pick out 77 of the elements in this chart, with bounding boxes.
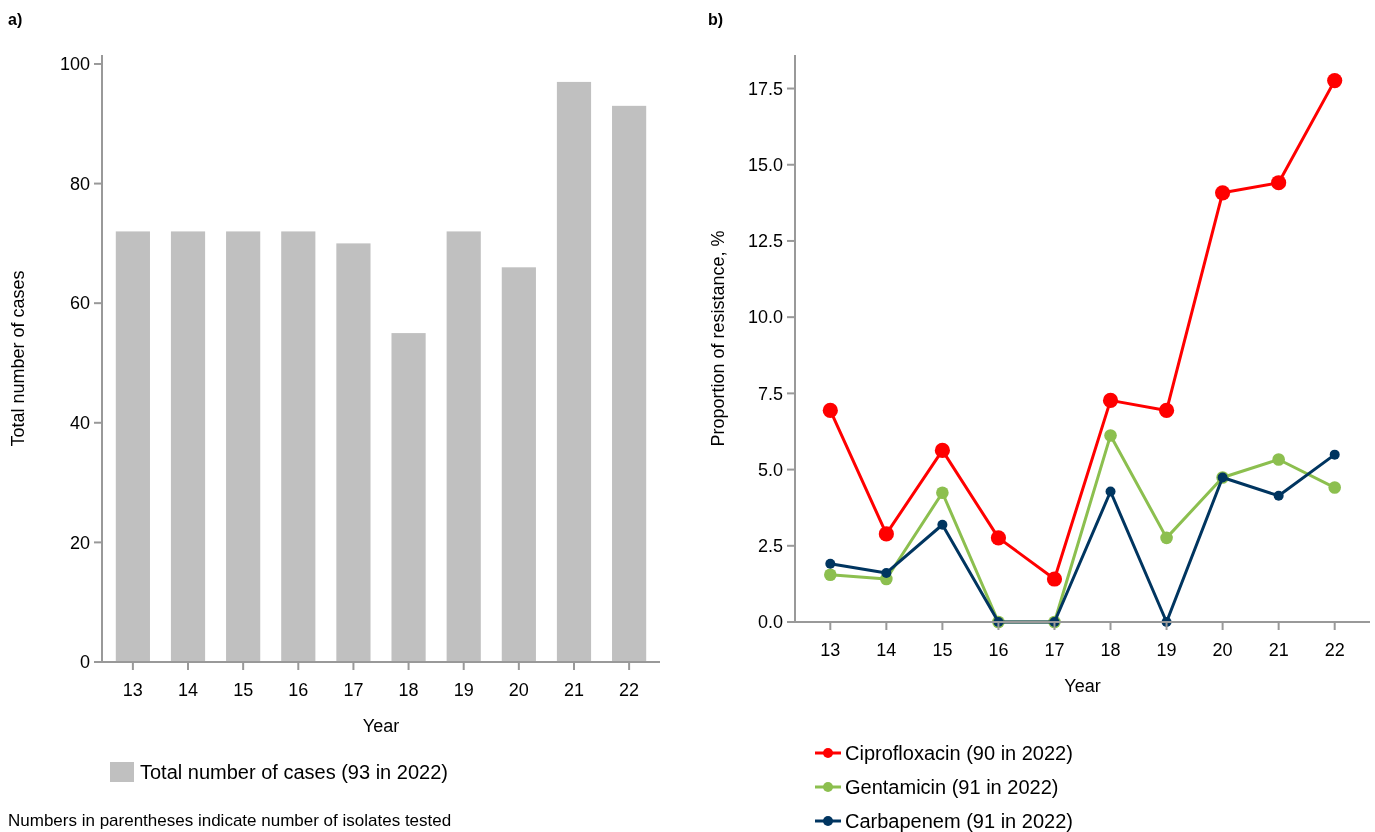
x-tick-label: 20 — [1212, 640, 1233, 660]
y-tick-label: 2.5 — [757, 536, 783, 557]
bar — [115, 231, 150, 662]
x-tick-label: 19 — [1156, 640, 1177, 660]
y-tick-label: 20 — [69, 532, 90, 553]
x-tick-label: 16 — [988, 640, 1009, 660]
x-tick-label: 13 — [122, 680, 143, 700]
legend-label: Ciprofloxacin (90 in 2022) — [845, 742, 1073, 764]
x-tick-label: 18 — [398, 680, 419, 700]
x-tick-label: 16 — [288, 680, 309, 700]
x-tick-label: 14 — [178, 680, 199, 700]
point — [936, 486, 949, 500]
bar — [446, 231, 481, 662]
y-tick-label: 60 — [69, 293, 90, 314]
x-tick-label: 18 — [1100, 640, 1121, 660]
x-tick-label: 21 — [1268, 640, 1289, 660]
chart-title: a) — [8, 11, 23, 28]
point — [990, 530, 1007, 546]
bar — [336, 243, 371, 662]
x-tick-label: 21 — [563, 680, 584, 700]
legend-label: Total number of cases (93 in 2022) — [140, 761, 448, 783]
x-tick-label: 19 — [453, 680, 474, 700]
x-axis-title: Year — [362, 716, 400, 736]
bar — [501, 267, 536, 662]
point — [1158, 402, 1175, 419]
x-tick-label: 14 — [876, 640, 897, 660]
x-tick-label: 13 — [820, 640, 841, 660]
point — [824, 568, 837, 582]
x-tick-label: 20 — [508, 680, 529, 700]
y-axis-title: Total number of cases — [8, 270, 28, 447]
point — [1271, 175, 1287, 191]
y-tick-label: 15.0 — [747, 155, 783, 176]
bar — [281, 231, 316, 662]
point — [825, 558, 836, 569]
point — [1215, 185, 1231, 201]
point — [1046, 571, 1063, 587]
point — [1160, 531, 1173, 545]
x-tick-label: 15 — [233, 680, 254, 700]
y-tick-label: 100 — [59, 54, 90, 75]
point — [1272, 453, 1285, 466]
x-tick-label: 22 — [619, 680, 640, 700]
point — [934, 442, 950, 458]
bar — [556, 81, 592, 662]
point — [881, 567, 892, 578]
point — [937, 519, 948, 530]
point — [1328, 481, 1341, 494]
point — [1327, 73, 1343, 89]
x-axis-title: Year — [1064, 676, 1101, 696]
bar — [391, 333, 426, 662]
y-tick-label: 0.0 — [757, 612, 783, 633]
x-tick-label: 17 — [1044, 640, 1065, 660]
bar — [226, 231, 261, 662]
y-axis-title: Proportion of resistance, % — [708, 230, 728, 447]
x-tick-label: 22 — [1324, 640, 1345, 660]
legend-label: Gentamicin (91 in 2022) — [845, 776, 1059, 798]
y-tick-label: 5.0 — [757, 459, 783, 480]
legend-label: Carbapenem (91 in 2022) — [845, 810, 1073, 832]
y-tick-label: 10.0 — [747, 307, 783, 328]
bar — [612, 105, 647, 662]
y-tick-label: 80 — [69, 173, 90, 194]
chart-title: b) — [708, 11, 724, 28]
point — [1104, 429, 1117, 442]
x-tick-label: 17 — [343, 680, 364, 700]
point — [878, 526, 894, 542]
x-tick-label: 15 — [932, 640, 953, 660]
y-tick-label: 12.5 — [747, 231, 783, 252]
y-tick-label: 17.5 — [747, 78, 783, 99]
bar — [170, 231, 206, 662]
point — [1273, 490, 1284, 501]
y-tick-label: 7.5 — [757, 383, 783, 404]
y-tick-label: 0 — [79, 652, 90, 673]
point — [1102, 392, 1119, 408]
point — [822, 402, 838, 419]
text: Numbers in parentheses indicate number of isolates tested — [8, 811, 452, 830]
point — [1329, 449, 1340, 460]
y-tick-label: 40 — [69, 413, 90, 434]
point — [1105, 486, 1116, 497]
